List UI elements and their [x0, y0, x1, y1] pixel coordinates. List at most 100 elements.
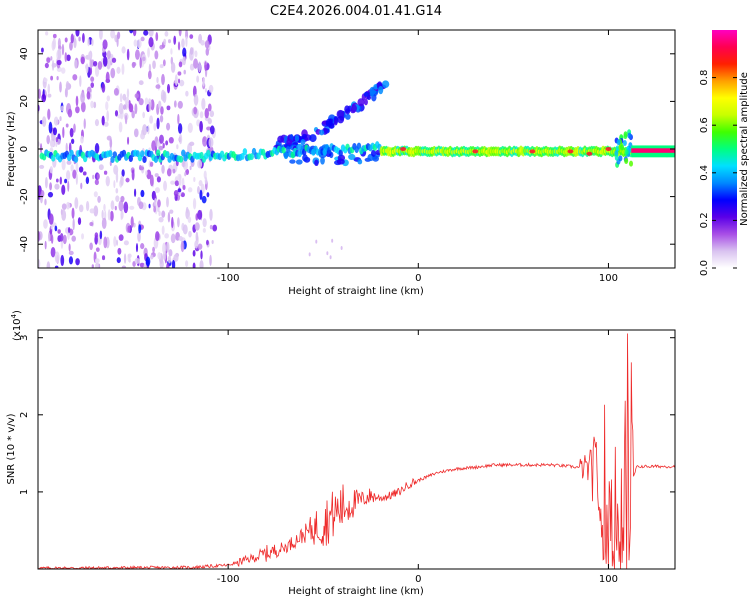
noise-blob: [162, 91, 167, 104]
noise-blob: [144, 97, 149, 106]
noise-blob: [329, 255, 332, 260]
noise-blob: [118, 200, 124, 212]
branch-blob: [345, 113, 351, 120]
noise-blob: [170, 62, 176, 73]
noise-blob: [106, 50, 111, 60]
noise-blob: [185, 206, 189, 214]
noise-blob: [187, 216, 192, 223]
noise-blob: [182, 184, 186, 191]
noise-blob: [111, 57, 117, 63]
snr-panel: -100 0 100 1 2 3 Height of straight line (km…: [6, 310, 676, 597]
branch-blob: [336, 158, 345, 165]
noise-blob: [49, 182, 53, 191]
noise-blob: [89, 58, 93, 70]
noise-blob: [61, 43, 65, 56]
noise-blob: [170, 48, 173, 55]
noise-blob: [173, 100, 177, 108]
noise-blob: [207, 118, 212, 125]
branch-blob: [300, 139, 306, 146]
noise-blob: [47, 83, 51, 94]
noise-blob: [174, 74, 178, 86]
noise-blob: [47, 108, 51, 120]
noise-blob: [113, 180, 116, 189]
noise-blob: [132, 30, 137, 37]
noise-blob: [45, 31, 49, 36]
noise-blob: [138, 98, 144, 106]
noise-blob: [79, 75, 82, 87]
noise-blob: [52, 33, 57, 39]
noise-blob: [48, 213, 54, 225]
noise-blob: [133, 128, 139, 138]
noise-blob: [151, 140, 156, 151]
noise-blob: [59, 176, 62, 185]
noise-blob: [90, 100, 94, 109]
noise-blob: [121, 169, 125, 177]
carrier-blob: [165, 151, 170, 159]
noise-blob: [65, 123, 69, 128]
noise-blob: [101, 255, 106, 261]
noise-blob: [61, 159, 66, 171]
noise-blob: [54, 225, 58, 232]
noise-blob: [72, 74, 78, 81]
noise-blob: [135, 243, 139, 253]
carrier-blob: [73, 155, 79, 163]
noise-blob: [124, 114, 128, 125]
spectrogram-y-ticks: -40 -20 0 20 40: [19, 47, 675, 252]
snr-x-tick-label: 100: [599, 574, 618, 585]
noise-blob: [208, 84, 214, 93]
noise-blob: [147, 125, 150, 135]
noise-blob: [61, 184, 66, 196]
noise-blob: [118, 102, 124, 115]
carrier-blob: [618, 155, 623, 162]
noise-blob: [60, 105, 64, 112]
carrier-hotspot: [567, 149, 574, 154]
noise-blob: [187, 122, 193, 134]
noise-blob: [209, 208, 213, 221]
noise-blob: [117, 114, 123, 119]
branch-blob: [295, 159, 303, 165]
colorbar-tick-label: 0.2: [699, 212, 710, 228]
noise-blob: [182, 47, 187, 58]
noise-blob: [161, 210, 166, 218]
noise-blob: [106, 95, 111, 102]
noise-blob: [133, 39, 138, 47]
carrier-band-core: [631, 148, 675, 153]
noise-blob: [196, 119, 201, 127]
carrier-blob: [627, 132, 632, 139]
noise-blob: [94, 65, 100, 77]
noise-blob: [158, 216, 164, 223]
noise-blob: [109, 137, 113, 149]
noise-blob: [208, 137, 214, 148]
noise-blob: [150, 254, 154, 260]
noise-blob: [92, 174, 95, 180]
noise-blob: [59, 233, 64, 242]
noise-blob: [129, 30, 134, 34]
carrier-blob: [153, 155, 159, 163]
noise-blob: [206, 239, 209, 246]
noise-blob: [120, 210, 124, 220]
noise-blob: [106, 135, 112, 141]
carrier-hotspot: [605, 147, 612, 151]
noise-blob: [195, 231, 199, 243]
noise-blob: [80, 101, 86, 113]
noise-blob: [61, 203, 67, 211]
noise-blob: [204, 40, 210, 49]
noise-blob: [158, 210, 161, 217]
colorbar-tick-label: 0.8: [699, 70, 710, 86]
noise-blob: [126, 48, 130, 61]
noise-blob: [170, 180, 176, 185]
noise-blob: [75, 173, 78, 185]
chart-title: C2E4.2026.004.01.41.G14: [270, 4, 442, 19]
colorbar-tick-label: 0.4: [699, 165, 710, 181]
noise-blob: [47, 191, 54, 198]
branch-blob: [366, 95, 372, 101]
noise-blob: [209, 125, 215, 135]
noise-blob: [93, 205, 99, 217]
branch-blob: [363, 98, 368, 106]
noise-blob: [157, 252, 162, 260]
noise-blob: [340, 246, 343, 251]
noise-blob: [41, 116, 47, 127]
noise-blob: [199, 260, 204, 268]
noise-blob: [178, 133, 183, 145]
noise-blob: [152, 246, 155, 253]
